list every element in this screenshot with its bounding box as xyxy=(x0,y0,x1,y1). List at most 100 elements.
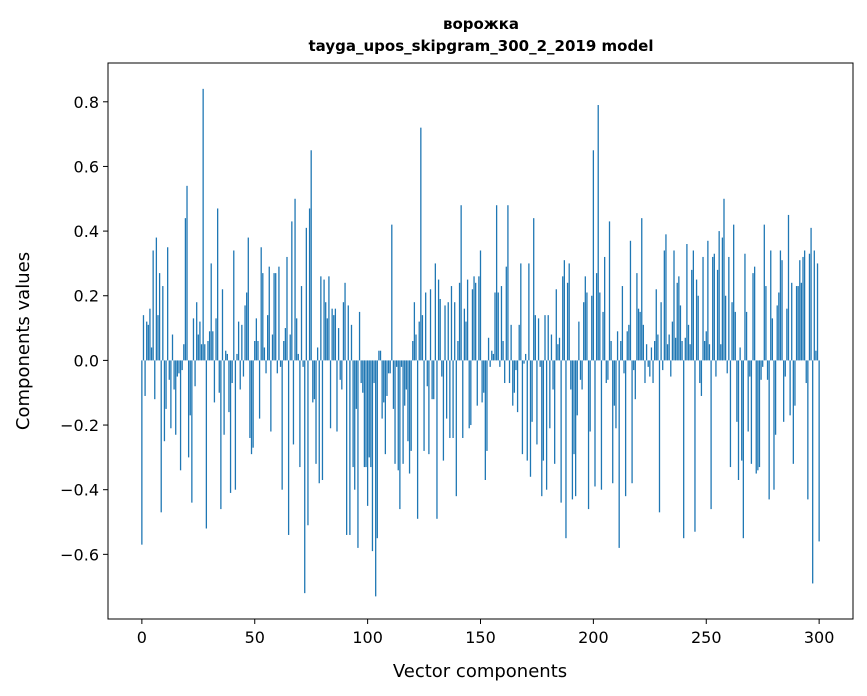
bar xyxy=(595,273,598,361)
bar xyxy=(475,282,477,361)
bar xyxy=(529,360,532,477)
bar xyxy=(694,360,696,532)
bar xyxy=(573,360,575,455)
bar xyxy=(468,360,470,429)
bar xyxy=(470,360,472,426)
bar xyxy=(521,360,524,455)
bar xyxy=(384,360,386,455)
bar xyxy=(221,289,224,361)
bar xyxy=(549,360,551,429)
bar xyxy=(758,360,761,468)
bar xyxy=(507,205,509,361)
y-tick-label: −0.2 xyxy=(60,416,99,435)
bar xyxy=(331,308,333,361)
bar xyxy=(679,305,682,361)
bar xyxy=(531,360,533,422)
bar xyxy=(236,353,238,361)
bar xyxy=(267,315,269,361)
bar xyxy=(729,360,732,468)
bar xyxy=(537,318,540,361)
bar xyxy=(763,224,765,361)
bar xyxy=(733,224,735,361)
bar xyxy=(400,360,403,367)
bars-group xyxy=(141,88,820,597)
bar xyxy=(707,240,709,361)
bar xyxy=(360,360,362,384)
bar xyxy=(818,360,820,542)
bar xyxy=(483,360,485,393)
bar xyxy=(371,360,374,552)
bar xyxy=(502,341,504,361)
x-tick-label: 50 xyxy=(245,628,265,647)
bar xyxy=(803,250,806,361)
bar xyxy=(271,334,274,361)
bar xyxy=(699,360,701,384)
bar xyxy=(660,302,662,361)
bar xyxy=(633,360,635,371)
bar xyxy=(154,360,156,400)
bar xyxy=(250,360,253,455)
bar xyxy=(276,360,278,374)
bar xyxy=(571,360,574,500)
bar xyxy=(628,324,630,361)
bar xyxy=(318,360,320,484)
bar xyxy=(179,360,182,471)
x-tick-label: 0 xyxy=(137,628,147,647)
bar xyxy=(336,360,338,432)
bar xyxy=(613,360,615,406)
bar xyxy=(713,253,715,361)
bar xyxy=(346,360,348,535)
bar xyxy=(647,360,649,367)
bar xyxy=(687,324,690,361)
bar xyxy=(354,360,356,490)
bar xyxy=(144,360,146,396)
x-axis-label: Vector components xyxy=(393,661,567,682)
bar xyxy=(642,324,645,361)
bar xyxy=(623,360,625,374)
bar xyxy=(365,360,367,468)
bar xyxy=(510,324,512,361)
bar xyxy=(405,360,407,390)
bar xyxy=(378,350,380,361)
bar xyxy=(202,88,204,361)
bar xyxy=(334,308,337,361)
bar xyxy=(744,253,746,361)
bar xyxy=(718,231,720,361)
bar xyxy=(199,321,201,361)
bar xyxy=(225,350,227,361)
bar xyxy=(608,221,611,361)
bar xyxy=(458,282,461,361)
bar xyxy=(292,360,295,445)
bar xyxy=(234,360,237,490)
bar xyxy=(275,273,277,361)
bar xyxy=(323,279,325,361)
bar xyxy=(610,341,612,361)
bar xyxy=(452,360,454,438)
bar xyxy=(779,250,782,361)
bar xyxy=(391,224,393,361)
bar xyxy=(297,353,299,361)
bar xyxy=(710,360,712,510)
bar xyxy=(760,360,762,380)
bar xyxy=(415,334,417,361)
bar xyxy=(157,315,159,361)
bar xyxy=(712,256,714,361)
bar xyxy=(550,334,553,361)
bar xyxy=(757,360,759,471)
bar xyxy=(579,360,582,380)
bar xyxy=(512,360,514,406)
bar xyxy=(612,360,614,484)
bar xyxy=(316,347,319,361)
bar xyxy=(704,341,706,361)
bar xyxy=(294,198,296,361)
bar xyxy=(167,247,169,361)
bar xyxy=(515,360,517,371)
bar xyxy=(602,311,604,361)
bar xyxy=(749,360,751,377)
bar xyxy=(724,295,727,361)
chart-title-line1: ворожка xyxy=(443,15,519,33)
bar xyxy=(505,266,507,361)
bar xyxy=(357,360,359,548)
bar xyxy=(491,350,493,361)
bar xyxy=(168,360,170,380)
